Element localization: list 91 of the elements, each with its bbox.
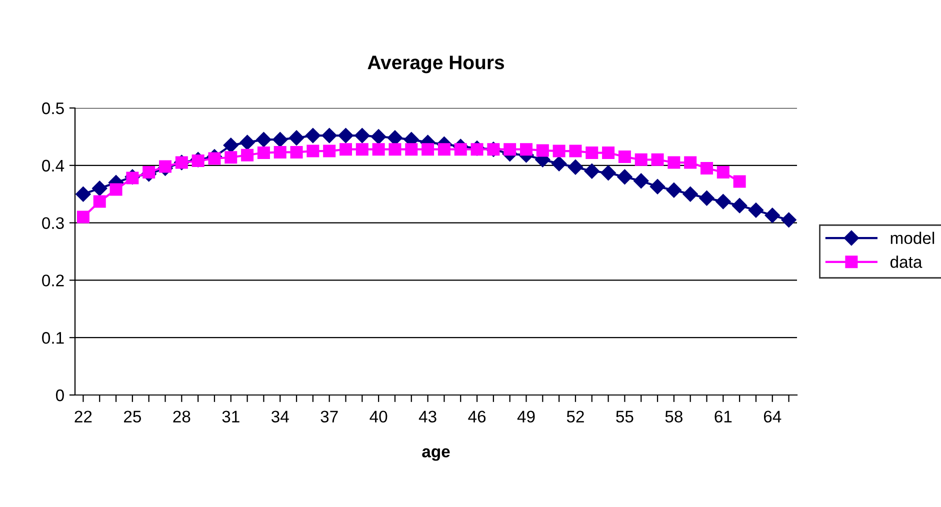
point — [700, 162, 713, 175]
y-tick-label: 0.2 — [42, 274, 64, 286]
point — [668, 156, 680, 169]
point — [322, 128, 337, 144]
point — [634, 153, 648, 166]
point — [733, 175, 746, 188]
point — [305, 128, 320, 144]
point — [552, 156, 567, 172]
point — [748, 202, 764, 218]
point — [306, 144, 320, 158]
x-tick-label: 61 — [714, 410, 732, 423]
legend-label: model — [890, 232, 934, 244]
point — [569, 144, 582, 158]
point — [92, 180, 108, 196]
x-tick-label: 31 — [222, 410, 240, 423]
x-tick-label: 25 — [124, 410, 142, 423]
point — [600, 165, 616, 180]
point — [356, 143, 368, 156]
x-tick-label: 22 — [74, 410, 92, 422]
x-tick-label: 49 — [517, 410, 535, 423]
x-tick-label: 55 — [616, 410, 634, 423]
y-tick-label: 0.5 — [42, 102, 64, 114]
point — [781, 212, 796, 228]
point — [568, 160, 584, 175]
point — [338, 128, 354, 144]
point — [602, 146, 615, 160]
point — [732, 198, 748, 214]
point — [422, 143, 434, 156]
point — [76, 210, 90, 224]
x-tick-label: 64 — [764, 410, 782, 423]
x-tick-label: 28 — [173, 410, 190, 423]
y-tick-label: 0.3 — [42, 217, 64, 230]
x-tick-label: 46 — [468, 410, 486, 423]
point — [552, 144, 566, 158]
point — [372, 143, 385, 156]
legend-label: data — [890, 256, 922, 268]
point — [240, 134, 255, 150]
point — [470, 143, 484, 156]
point — [405, 143, 418, 156]
y-tick-label: 0.1 — [42, 332, 64, 344]
y-tick-label: 0.4 — [42, 160, 64, 172]
point — [272, 132, 288, 148]
point — [290, 146, 303, 158]
point — [388, 143, 402, 156]
point — [288, 130, 304, 146]
point — [76, 186, 91, 202]
point — [93, 195, 106, 208]
point — [142, 166, 156, 179]
point — [536, 144, 549, 157]
point — [618, 150, 631, 164]
point — [764, 208, 780, 223]
point — [716, 194, 731, 210]
x-axis-title: age — [422, 448, 450, 461]
point — [650, 179, 666, 194]
chart-title: Average Hours — [368, 56, 504, 74]
point — [387, 130, 403, 146]
point — [682, 186, 698, 202]
point — [224, 151, 238, 164]
x-tick-label: 34 — [271, 410, 289, 423]
point — [454, 143, 467, 156]
point — [323, 144, 336, 158]
point — [634, 173, 649, 188]
y-tick-label: 0 — [56, 389, 64, 402]
point — [354, 128, 370, 144]
point — [617, 169, 632, 184]
point — [126, 172, 139, 184]
point — [666, 182, 682, 198]
point — [371, 129, 386, 144]
x-tick-label: 43 — [418, 410, 436, 423]
point — [256, 132, 272, 148]
point — [584, 164, 600, 179]
point — [340, 143, 352, 156]
point — [699, 190, 714, 206]
x-tick-label: 40 — [370, 410, 388, 423]
x-tick-label: 52 — [566, 410, 584, 423]
point — [651, 153, 664, 166]
point — [504, 143, 516, 156]
point — [684, 156, 697, 169]
point — [274, 146, 286, 158]
point — [110, 183, 122, 196]
x-tick-label: 58 — [665, 410, 682, 423]
point — [241, 148, 254, 162]
point — [520, 143, 532, 156]
point — [257, 146, 270, 160]
point — [438, 143, 450, 156]
point — [208, 152, 221, 165]
point — [223, 138, 238, 153]
point — [192, 154, 204, 168]
point — [716, 166, 730, 179]
point — [586, 146, 598, 160]
x-tick-label: 37 — [320, 410, 338, 423]
